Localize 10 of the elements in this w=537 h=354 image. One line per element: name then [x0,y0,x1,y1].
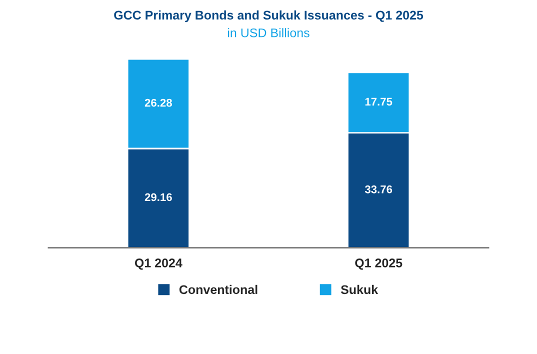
data-label: 29.16 [144,193,172,202]
legend-label: Conventional [179,284,258,294]
chart-title: GCC Primary Bonds and Sukuk Issuances - Q1 2025 [114,10,424,22]
chart-subtitle: in USD Billions [228,28,310,38]
x-tick-label: Q1 2024 [134,258,182,270]
data-label: 26.28 [144,98,172,107]
legend-label: Sukuk [340,284,378,294]
data-label: 33.76 [364,185,392,194]
x-tick-label: Q1 2025 [355,258,402,270]
data-label: 17.75 [365,98,392,106]
